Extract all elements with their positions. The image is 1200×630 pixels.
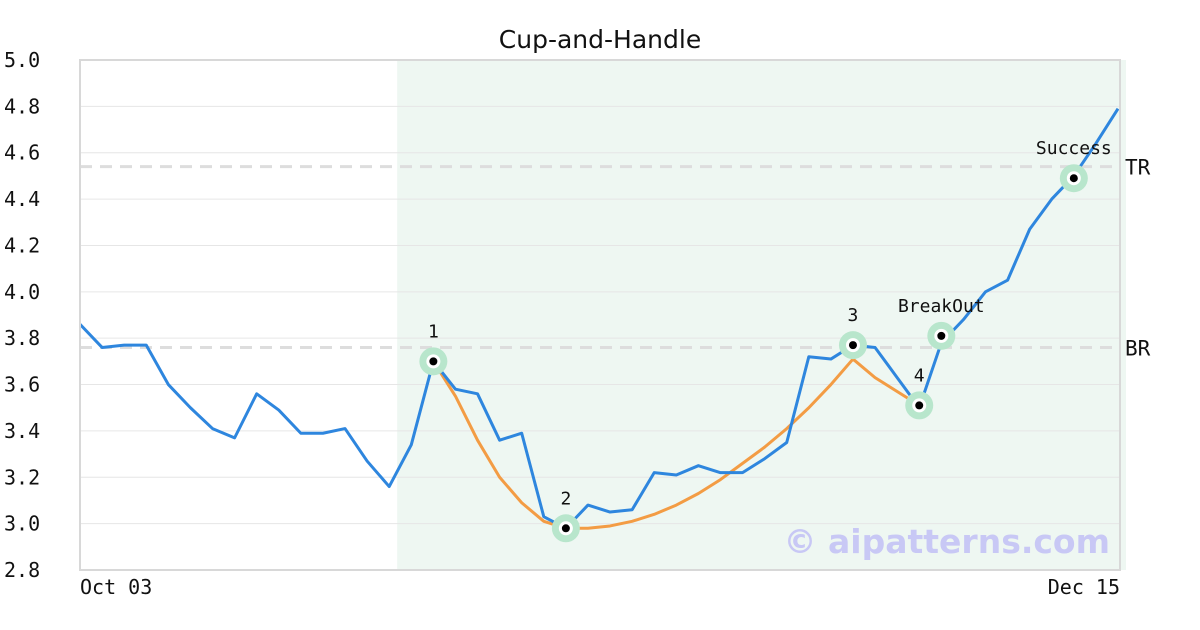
y-tick-label: 4.6 — [4, 141, 40, 165]
y-tick-label: 4.4 — [4, 187, 40, 211]
point-label: 3 — [848, 305, 859, 326]
point-marker-dot — [1069, 174, 1078, 183]
watermark-text: © aipatterns.com — [784, 522, 1110, 561]
point-marker-dot — [848, 341, 857, 350]
point-label: 4 — [914, 365, 925, 386]
y-tick-label: 4.8 — [4, 94, 40, 118]
x-tick-label: Oct 03 — [80, 575, 152, 599]
level-label-tr: TR — [1125, 156, 1151, 180]
point-marker-dot — [561, 524, 570, 533]
y-tick-label: 2.8 — [4, 558, 40, 582]
point-label: Success — [1036, 138, 1112, 159]
cup-curve-line — [432, 357, 921, 530]
y-tick-label: 3.8 — [4, 326, 40, 350]
point-marker-dot — [937, 331, 946, 340]
y-tick-label: 3.2 — [4, 465, 40, 489]
pattern-highlight-region — [397, 60, 1126, 570]
point-label: 1 — [428, 321, 439, 342]
point-label: 2 — [560, 488, 571, 509]
point-marker-dot — [915, 401, 924, 410]
y-tick-label: 3.0 — [4, 512, 40, 536]
level-label-br: BR — [1125, 336, 1151, 360]
y-tick-label: 4.0 — [4, 280, 40, 304]
point-marker-dot — [429, 357, 438, 366]
y-tick-label: 5.0 — [4, 48, 40, 72]
y-tick-label: 4.2 — [4, 233, 40, 257]
point-label: BreakOut — [898, 296, 985, 317]
x-tick-label: Dec 15 — [1048, 575, 1120, 599]
y-tick-label: 3.6 — [4, 373, 40, 397]
chart-title: Cup-and-Handle — [499, 25, 701, 54]
plot-frame — [79, 59, 1121, 571]
y-tick-label: 3.4 — [4, 419, 40, 443]
